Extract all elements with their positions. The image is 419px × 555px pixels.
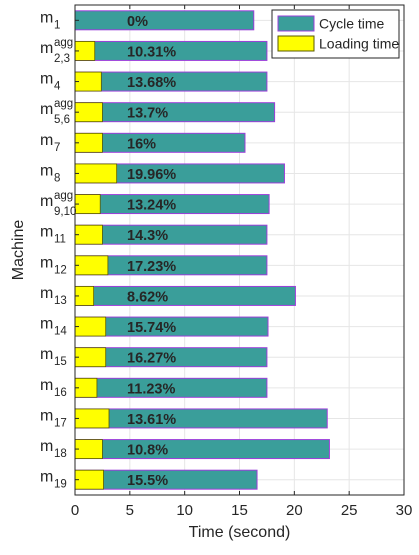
bar-percent-label: 13.7% (127, 106, 168, 122)
y-tick-label-sub: 2,3 (54, 53, 70, 65)
loading-time-bar (74, 132, 103, 153)
y-tick-label-sub: 19 (54, 479, 67, 491)
bar-percent-label: 16.27% (127, 351, 176, 367)
loading-time-bar (74, 224, 103, 245)
loading-time-bar (74, 316, 107, 337)
legend-label: Cycle time (319, 16, 385, 32)
y-tick-label: m (40, 254, 53, 271)
bar-percent-label: 19.96% (127, 167, 176, 183)
loading-time-bar (74, 408, 110, 429)
y-tick-label-sup: agg (54, 98, 73, 110)
loading-time-bar (74, 469, 104, 490)
y-tick-label-sub: 9,10 (54, 206, 76, 218)
y-tick-label: m (40, 469, 53, 486)
y-tick-label: m (40, 162, 53, 179)
y-tick-label: m (40, 40, 53, 57)
bar-percent-label: 13.61% (127, 412, 176, 428)
cycle-time-bar (74, 439, 330, 460)
y-tick-label: m (40, 101, 53, 118)
x-tick-label: 5 (126, 502, 134, 519)
y-tick-label-sub: 7 (54, 142, 60, 154)
x-tick-label: 25 (341, 502, 358, 519)
bar-percent-label: 13.68% (127, 75, 176, 91)
y-tick-label-sub: 15 (54, 356, 67, 368)
y-axis-label: Machine (10, 220, 27, 281)
bar-percent-label: 10.8% (127, 443, 168, 459)
y-tick-label-sub: 1 (54, 19, 60, 31)
x-tick-label: 10 (176, 502, 193, 519)
bar-percent-label: 17.23% (127, 259, 176, 275)
y-tick-label: m (40, 9, 53, 26)
x-axis-label: Time (second) (189, 524, 291, 541)
y-tick-label-sub: 16 (54, 387, 67, 399)
y-tick-label: m (40, 224, 53, 241)
cycle-time-bar (74, 285, 296, 306)
cycle-time-bar (74, 408, 328, 429)
y-tick-label: m (40, 346, 53, 363)
bar-percent-label: 0% (127, 14, 148, 30)
bar-percent-label: 11.23% (127, 381, 175, 397)
y-tick-label-sup: agg (54, 190, 73, 202)
x-tick-label: 15 (231, 502, 248, 519)
y-tick-label: m (40, 438, 53, 455)
x-tick-label: 20 (286, 502, 303, 519)
y-tick-label-sub: 8 (54, 172, 60, 184)
y-tick-label-sub: 11 (54, 234, 66, 246)
y-tick-label-sub: 14 (54, 326, 67, 338)
y-tick-label: m (40, 377, 53, 394)
legend-label: Loading time (319, 36, 399, 52)
bar-percent-label: 13.24% (127, 198, 176, 214)
loading-time-bar (74, 163, 118, 184)
y-tick-label-sup: agg (54, 37, 73, 49)
bar-percent-label: 10.31% (127, 44, 176, 60)
loading-time-bar (74, 439, 103, 459)
y-tick-label: m (40, 316, 53, 333)
y-tick-label-sub: 4 (54, 81, 61, 93)
legend-swatch (277, 35, 315, 52)
y-tick-label: m (40, 71, 53, 88)
bar-percent-label: 15.5% (127, 473, 168, 489)
bar-percent-label: 15.74% (127, 320, 176, 336)
y-tick-label: m (40, 132, 53, 149)
loading-time-bar (74, 102, 103, 123)
cycle-time-bar (74, 10, 255, 31)
bar-percent-label: 8.62% (127, 289, 168, 305)
y-tick-label: m (40, 407, 53, 424)
y-tick-label: m (40, 193, 53, 210)
y-tick-label-sub: 17 (54, 417, 67, 429)
bar-percent-label: 14.3% (127, 228, 168, 244)
bar-percent-label: 16% (127, 136, 156, 152)
y-tick-label-sub: 12 (54, 264, 67, 276)
y-tick-label: m (40, 285, 53, 302)
loading-time-bar (74, 255, 109, 276)
loading-time-bar (74, 347, 107, 368)
legend-swatch (277, 15, 315, 32)
cycle-time-bar (74, 224, 268, 245)
x-tick-label: 0 (71, 502, 79, 519)
cycle-time-bar (74, 102, 276, 123)
y-tick-label-sub: 13 (54, 295, 67, 307)
y-tick-label-sub: 5,6 (54, 114, 70, 126)
y-tick-label-sub: 18 (54, 448, 67, 460)
x-tick-label: 30 (396, 502, 413, 519)
